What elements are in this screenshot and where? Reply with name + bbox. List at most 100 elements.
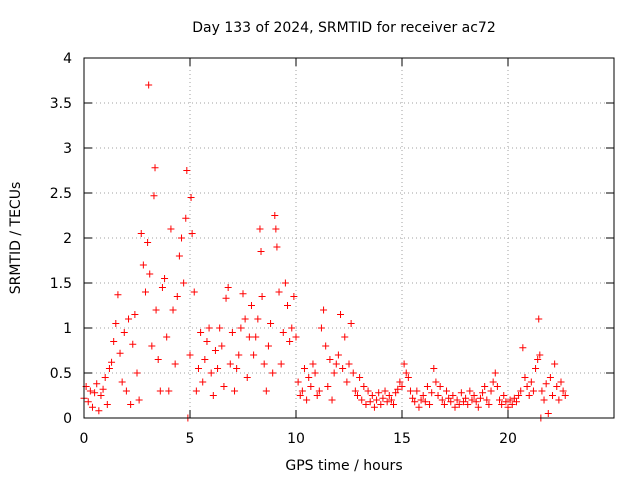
data-point xyxy=(561,392,569,399)
data-point xyxy=(233,365,241,372)
x-tick-label: 20 xyxy=(499,431,517,447)
data-point xyxy=(315,387,323,395)
data-point xyxy=(171,360,179,368)
data-point xyxy=(512,398,520,406)
data-point xyxy=(235,351,243,359)
data-point xyxy=(466,387,474,395)
data-point xyxy=(257,248,265,255)
data-point xyxy=(271,212,279,219)
data-point xyxy=(472,398,480,406)
data-point xyxy=(544,410,552,417)
data-point xyxy=(161,275,169,282)
data-point xyxy=(145,81,153,89)
data-point xyxy=(330,369,338,377)
data-point xyxy=(135,396,143,404)
data-point xyxy=(476,394,484,402)
data-point xyxy=(415,403,423,411)
data-point xyxy=(559,387,567,395)
data-point xyxy=(303,396,311,404)
data-point xyxy=(426,401,434,408)
data-point xyxy=(194,365,202,372)
data-point xyxy=(339,365,347,372)
data-point xyxy=(298,387,306,395)
data-point xyxy=(178,234,186,242)
data-point xyxy=(493,383,501,390)
data-point xyxy=(449,392,457,399)
data-point xyxy=(527,378,535,386)
data-point xyxy=(462,394,470,402)
x-tick-label: 5 xyxy=(186,431,195,447)
data-point xyxy=(521,374,529,381)
axis-ticks: 0 0.5 1 1.5 2 2.5 3 3.5 4 0 5 10 15 20 xyxy=(50,51,614,447)
data-point xyxy=(483,396,491,404)
data-point xyxy=(226,360,234,368)
data-point xyxy=(146,270,154,278)
data-point xyxy=(180,279,188,287)
data-point xyxy=(506,396,514,404)
data-point xyxy=(97,392,105,399)
data-point xyxy=(127,401,135,408)
data-point xyxy=(455,401,463,408)
data-point xyxy=(273,243,281,251)
data-point xyxy=(290,293,298,300)
data-point xyxy=(133,369,141,377)
data-point xyxy=(201,356,209,363)
y-tick-label: 3 xyxy=(63,141,72,157)
data-point xyxy=(436,383,444,390)
data-point xyxy=(105,365,113,372)
data-point xyxy=(108,358,116,366)
x-axis-label: GPS time / hours xyxy=(285,458,402,474)
data-point xyxy=(231,387,239,395)
data-point xyxy=(112,320,120,327)
data-point xyxy=(502,398,510,406)
data-point xyxy=(525,392,533,399)
data-point xyxy=(417,396,425,404)
data-point xyxy=(88,403,96,411)
data-point xyxy=(264,342,272,350)
data-point xyxy=(341,333,349,341)
data-point xyxy=(165,387,173,395)
y-tick-label: 0 xyxy=(63,411,72,427)
data-point xyxy=(364,387,372,395)
data-point xyxy=(281,279,289,287)
data-point xyxy=(256,225,264,233)
data-point xyxy=(542,380,550,388)
data-point xyxy=(152,306,160,314)
data-point xyxy=(557,378,565,386)
data-point xyxy=(320,306,328,314)
data-point xyxy=(148,342,156,350)
data-point xyxy=(214,365,222,372)
data-point xyxy=(419,392,427,399)
data-point xyxy=(481,383,489,390)
y-tick-label: 2.5 xyxy=(50,186,72,202)
data-point xyxy=(394,385,402,393)
data-point xyxy=(468,396,476,404)
data-point xyxy=(296,392,304,399)
data-point xyxy=(305,374,313,381)
data-point xyxy=(451,403,459,411)
data-point xyxy=(555,396,563,404)
data-point xyxy=(404,374,412,381)
data-point xyxy=(241,315,249,323)
data-point xyxy=(209,392,217,399)
data-point xyxy=(207,369,215,377)
data-point xyxy=(239,290,247,298)
data-point xyxy=(443,387,451,395)
data-point xyxy=(519,344,527,352)
data-point xyxy=(353,392,361,399)
data-point xyxy=(385,392,393,399)
data-point xyxy=(188,230,196,237)
data-point xyxy=(247,302,255,309)
x-tick-label: 0 xyxy=(80,431,89,447)
data-point xyxy=(326,356,334,363)
data-point xyxy=(485,401,493,408)
data-point xyxy=(101,374,109,381)
data-point xyxy=(500,392,508,399)
data-point xyxy=(337,311,345,318)
data-point xyxy=(211,347,219,354)
data-point xyxy=(434,392,442,399)
data-point xyxy=(122,387,130,395)
data-point xyxy=(137,230,145,237)
data-point xyxy=(279,329,287,336)
data-point xyxy=(553,383,561,390)
